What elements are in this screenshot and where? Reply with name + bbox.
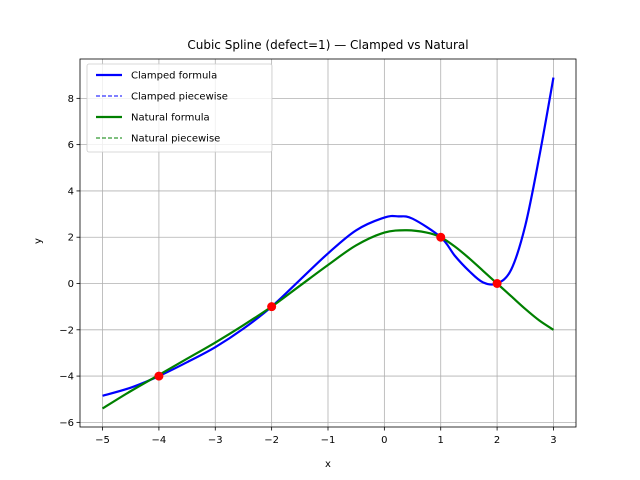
y-tick-label: 4 (68, 186, 74, 197)
legend: Clamped formula Clamped piecewise Natural … (86, 63, 273, 153)
y-tick-label: 6 (68, 140, 74, 151)
data-point (267, 302, 277, 312)
data-point (436, 232, 446, 242)
x-tick-label: 0 (381, 435, 387, 446)
x-tick-label: −5 (95, 435, 110, 446)
y-tick-label: −6 (59, 418, 74, 429)
legend-label: Natural formula (131, 113, 210, 124)
y-axis-ticks: −6 −4 −2 0 2 4 6 8 (59, 94, 80, 429)
x-tick-label: −1 (321, 435, 336, 446)
x-tick-label: 1 (438, 435, 444, 446)
x-tick-label: −2 (264, 435, 279, 446)
y-tick-label: −2 (59, 325, 74, 336)
y-tick-label: 8 (68, 94, 74, 105)
y-axis-label: y (33, 238, 44, 244)
legend-box (86, 63, 273, 153)
data-points (154, 232, 502, 381)
series-line-1 (102, 77, 554, 397)
x-tick-label: 2 (494, 435, 500, 446)
legend-label: Clamped piecewise (131, 92, 228, 103)
legend-label: Natural piecewise (131, 134, 220, 145)
series-line-3 (102, 229, 554, 409)
x-tick-label: −3 (208, 435, 223, 446)
data-point (154, 371, 164, 381)
series-lines (101, 77, 555, 410)
y-tick-label: 0 (68, 279, 74, 290)
legend-label: Clamped formula (131, 71, 217, 82)
x-tick-label: 3 (550, 435, 556, 446)
chart-title: Cubic Spline (defect=1) — Clamped vs Nat… (187, 38, 468, 52)
y-tick-label: 2 (68, 233, 74, 244)
data-point (492, 279, 502, 289)
x-tick-label: −4 (152, 435, 167, 446)
x-axis-label: x (325, 459, 331, 470)
y-tick-label: −4 (59, 372, 74, 383)
x-axis-ticks: −5 −4 −3 −2 −1 0 1 2 3 (95, 427, 557, 446)
